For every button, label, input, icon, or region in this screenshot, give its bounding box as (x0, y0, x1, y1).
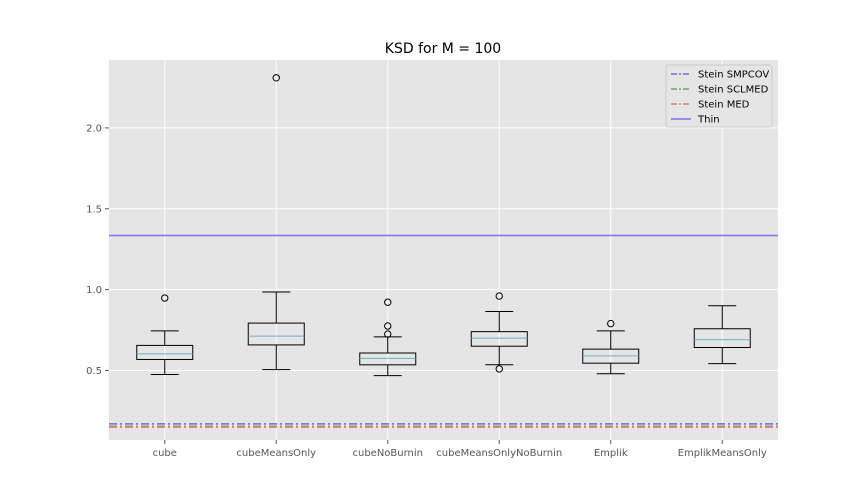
outlier-point (495, 292, 503, 300)
outlier-point (161, 294, 169, 302)
legend-frame (665, 64, 773, 128)
reference-lines (109, 234, 778, 428)
box (247, 322, 305, 346)
legend: Stein SMPCOV Stein SCLMED Stein MED Thin (665, 64, 773, 128)
legend-entry: Stein SMPCOV (671, 70, 769, 81)
legend-label: Stein SCLMED (698, 85, 769, 96)
legend-label: Stein SMPCOV (698, 70, 769, 81)
x-tick-label: cubeMeansOnly (236, 448, 316, 459)
x-axis: cube cubeMeansOnly cubeNoBurnin cubeMeansOn… (153, 440, 767, 459)
y-tick-label: 1.5 (86, 204, 102, 215)
box (359, 352, 417, 366)
outlier-point (384, 298, 392, 306)
box (136, 344, 194, 360)
legend-entry: Stein MED (671, 100, 750, 111)
y-tick-label: 1.0 (86, 285, 102, 296)
legend-entry: Stein SCLMED (671, 85, 769, 96)
x-tick-label: cubeNoBurnin (352, 448, 423, 459)
box (693, 328, 751, 349)
legend-entry: Thin (671, 115, 720, 126)
outlier-point (607, 319, 615, 328)
y-axis: 0.5 1.0 1.5 2.0 (86, 123, 109, 377)
x-tick-label: Emplik (594, 448, 628, 459)
legend-label: Stein MED (698, 100, 750, 111)
boxplot (359, 298, 417, 377)
outlier-point (384, 322, 392, 330)
boxplot (582, 319, 640, 375)
x-tick-label: cube (153, 448, 177, 459)
chart-title: KSD for M = 100 (385, 41, 501, 57)
outlier-point (272, 74, 280, 82)
x-tick-label: EmplikMeansOnly (678, 448, 767, 459)
boxplot (470, 292, 528, 373)
boxplots (136, 74, 751, 377)
legend-label: Thin (697, 115, 720, 126)
outlier-point (495, 365, 503, 373)
boxplot (693, 305, 751, 365)
x-tick-label: cubeMeansOnlyNoBurnin (436, 448, 562, 459)
grid (109, 60, 778, 440)
y-tick-label: 2.0 (86, 123, 102, 134)
box (470, 331, 528, 347)
boxplot (136, 294, 194, 376)
y-tick-label: 0.5 (86, 366, 102, 377)
boxplot (247, 74, 305, 371)
outlier-point (384, 330, 392, 338)
